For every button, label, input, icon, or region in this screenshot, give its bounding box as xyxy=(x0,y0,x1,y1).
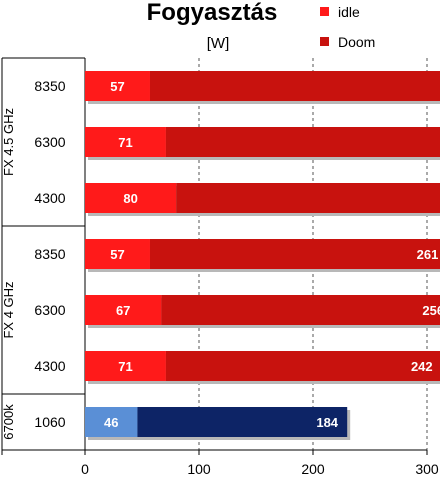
x-tick-label: 200 xyxy=(301,461,325,477)
legend-label-doom: Doom xyxy=(338,34,375,50)
chart-title: Fogyasztás xyxy=(147,0,278,26)
category-label: 6300 xyxy=(34,134,65,150)
category-label: 6300 xyxy=(34,302,65,318)
bar-idle xyxy=(85,183,177,213)
category-labels: 8350 6300 4300 8350 6300 4300 1060 xyxy=(34,78,65,430)
legend-swatch-idle xyxy=(320,7,329,16)
data-label-idle: 71 xyxy=(118,135,132,150)
group-label: 6700k xyxy=(1,404,16,440)
data-label-doom: 261 xyxy=(417,247,439,262)
bar-idle xyxy=(85,407,138,437)
x-tick-label: 300 xyxy=(415,461,439,477)
x-tick-label: 100 xyxy=(187,461,211,477)
bar-doom xyxy=(176,183,440,213)
bar-idle xyxy=(85,239,150,269)
data-label-idle: 80 xyxy=(123,191,137,206)
legend: idle Doom xyxy=(320,4,375,50)
bar-idle xyxy=(85,295,162,325)
data-label-doom: 256 xyxy=(422,303,440,318)
group-label: FX 4.5 GHz xyxy=(1,108,16,176)
category-label: 1060 xyxy=(34,414,65,430)
data-label-idle: 67 xyxy=(116,303,130,318)
bars: 57292712878027657261672567124246184 xyxy=(85,71,440,440)
gridlines xyxy=(198,58,428,450)
bar-doom xyxy=(149,239,440,269)
data-label-doom: 184 xyxy=(316,415,338,430)
bar-idle xyxy=(85,351,166,381)
legend-swatch-doom xyxy=(320,37,329,46)
data-label-idle: 46 xyxy=(104,415,118,430)
data-label-doom: 242 xyxy=(411,359,433,374)
x-tick-labels: 0 100 200 300 xyxy=(81,450,439,477)
category-frame xyxy=(1,57,427,455)
data-label-idle: 71 xyxy=(118,359,132,374)
x-tick-label: 0 xyxy=(81,461,89,477)
bar-doom xyxy=(165,351,440,381)
bar-doom xyxy=(149,71,440,101)
group-labels: FX 4.5 GHz FX 4 GHz 6700k xyxy=(1,108,16,440)
bar-doom xyxy=(137,407,348,437)
category-label: 4300 xyxy=(34,190,65,206)
chart-unit: [W] xyxy=(207,35,230,52)
category-label: 4300 xyxy=(34,358,65,374)
category-label: 8350 xyxy=(34,246,65,262)
bar-doom xyxy=(165,127,440,157)
group-label: FX 4 GHz xyxy=(1,281,16,338)
bar-doom xyxy=(161,295,440,325)
legend-label-idle: idle xyxy=(338,4,360,20)
data-label-idle: 57 xyxy=(110,247,124,262)
category-label: 8350 xyxy=(34,78,65,94)
data-label-idle: 57 xyxy=(110,79,124,94)
bar-idle xyxy=(85,127,166,157)
bar-idle xyxy=(85,71,150,101)
